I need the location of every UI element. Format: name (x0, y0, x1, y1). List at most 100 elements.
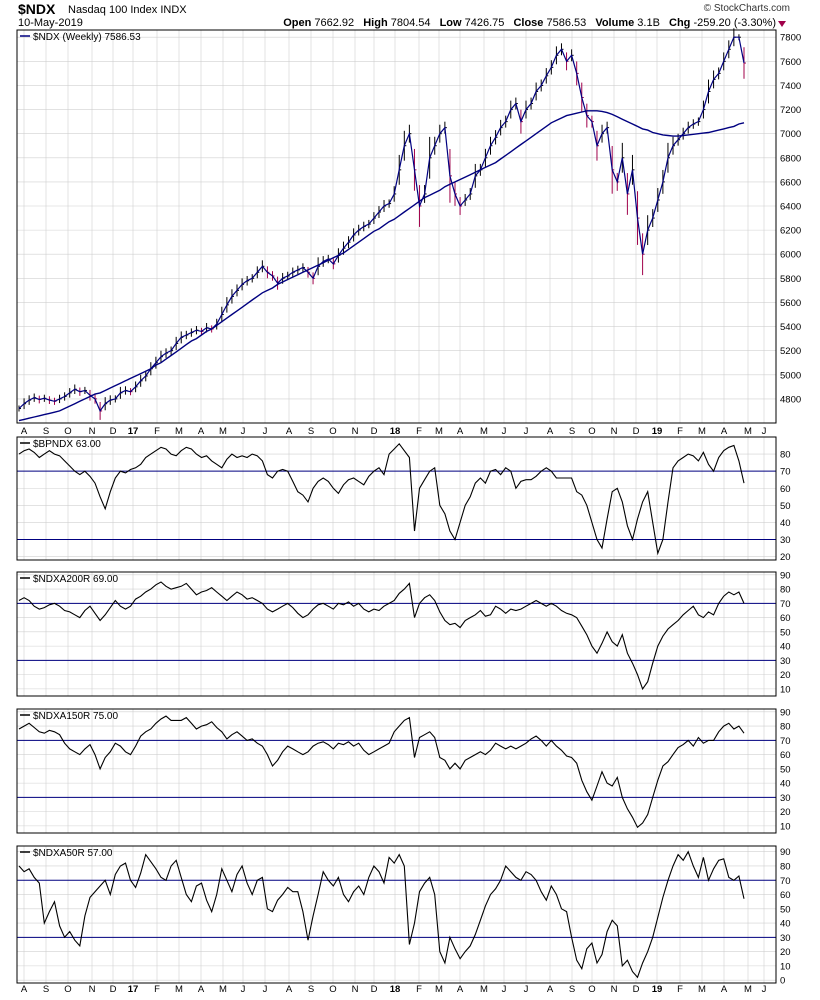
y-tick-label: 80 (780, 450, 791, 461)
y-tick-label: 10 (780, 961, 791, 972)
x-tick-label: A (286, 426, 293, 437)
x-tick-label: A (457, 984, 464, 995)
chg-label: Chg (669, 17, 691, 29)
price-line (18, 36, 745, 413)
x-tick-label: A (457, 426, 464, 437)
x-tick-label: D (633, 984, 640, 995)
panel-frame (16, 29, 777, 424)
x-tick-label: A (547, 426, 554, 437)
x-tick-label: O (588, 426, 595, 437)
x-tick-label: J (502, 426, 507, 437)
y-tick-label: 6400 (780, 202, 801, 213)
panel-legend: $NDXA50R 57.00 (33, 848, 113, 859)
y-tick-label: 40 (780, 779, 791, 790)
x-tick-label: J (263, 426, 268, 437)
x-tick-label: J (762, 426, 767, 437)
x-tick-label: N (89, 426, 96, 437)
y-tick-label: 80 (780, 585, 791, 596)
y-tick-label: 50 (780, 904, 791, 915)
panel-frame (16, 436, 777, 561)
y-tick-label: 20 (780, 670, 791, 681)
y-tick-label: 30 (780, 793, 791, 804)
x-tick-label: D (110, 426, 117, 437)
x-tick-label: F (677, 984, 683, 995)
x-tick-label: 18 (390, 984, 401, 995)
y-tick-label: 4800 (780, 394, 801, 405)
y-tick-label: 60 (780, 484, 791, 495)
y-tick-label: 7400 (780, 81, 801, 92)
x-tick-label: O (329, 984, 336, 995)
x-tick-label: N (611, 426, 618, 437)
x-tick-label: M (435, 984, 443, 995)
low-value: 7426.75 (464, 17, 505, 29)
open-value: 7662.92 (314, 17, 355, 29)
y-tick-label: 70 (780, 876, 791, 887)
panel-legend: $BPNDX 63.00 (33, 439, 101, 450)
x-tick-label: O (329, 426, 336, 437)
x-tick-label: M (698, 426, 706, 437)
x-tick-label: M (744, 984, 752, 995)
x-tick-label: J (263, 984, 268, 995)
bpndx-line (18, 442, 745, 556)
x-tick-label: J (524, 984, 529, 995)
x-tick-label: N (611, 984, 618, 995)
panel-frame (16, 571, 777, 697)
x-tick-label: D (110, 984, 117, 995)
y-tick-label: 7000 (780, 129, 801, 140)
y-tick-label: 90 (780, 570, 791, 581)
y-tick-label: 80 (780, 722, 791, 733)
y-tick-label: 5600 (780, 298, 801, 309)
x-tick-label: N (89, 984, 96, 995)
x-tick-label: D (371, 426, 378, 437)
ndxa200r-line (18, 581, 745, 691)
y-tick-label: 20 (780, 947, 791, 958)
x-tick-label: M (175, 426, 183, 437)
y-tick-label: 30 (780, 656, 791, 667)
x-tick-label: A (21, 426, 28, 437)
x-tick-label: J (524, 426, 529, 437)
x-tick-label: D (633, 426, 640, 437)
close-value: 7586.53 (546, 17, 587, 29)
down-arrow-icon (778, 21, 786, 27)
x-tick-label: O (64, 984, 71, 995)
x-tick-label: 17 (128, 984, 139, 995)
y-tick-label: 6800 (780, 153, 801, 164)
y-tick-label: 7600 (780, 57, 801, 68)
y-tick-label: 40 (780, 919, 791, 930)
x-tick-label: 19 (652, 984, 663, 995)
chart-date: 10-May-2019 (18, 17, 83, 29)
ndxa150r-line (18, 715, 745, 829)
x-tick-label: S (43, 984, 49, 995)
x-tick-label: S (569, 426, 575, 437)
y-tick-label: 60 (780, 613, 791, 624)
y-tick-label: 50 (780, 764, 791, 775)
x-tick-label: 19 (652, 426, 663, 437)
y-tick-label: 6600 (780, 177, 801, 188)
y-tick-label: 5000 (780, 370, 801, 381)
y-tick-label: 90 (780, 847, 791, 858)
y-tick-label: 7200 (780, 105, 801, 116)
y-tick-label: 7800 (780, 33, 801, 44)
x-tick-label: A (198, 426, 205, 437)
panel-frame (16, 708, 777, 834)
x-tick-label: F (416, 984, 422, 995)
x-tick-label: S (43, 426, 49, 437)
x-tick-label: M (480, 984, 488, 995)
y-tick-label: 5200 (780, 346, 801, 357)
x-tick-label: O (64, 426, 71, 437)
x-tick-label: A (21, 984, 28, 995)
high-label: High (363, 17, 388, 29)
y-tick-label: 50 (780, 627, 791, 638)
y-tick-label: 60 (780, 750, 791, 761)
close-label: Close (513, 17, 544, 29)
x-tick-label: J (762, 984, 767, 995)
panel-legend: $NDX (Weekly) 7586.53 (33, 32, 141, 43)
high-value: 7804.54 (390, 17, 431, 29)
y-tick-label: 30 (780, 535, 791, 546)
y-tick-label: 6200 (780, 226, 801, 237)
x-tick-label: A (198, 984, 205, 995)
low-label: Low (439, 17, 462, 29)
open-label: Open (283, 17, 312, 29)
y-tick-label: 40 (780, 518, 791, 529)
volume-label: Volume (595, 17, 635, 29)
